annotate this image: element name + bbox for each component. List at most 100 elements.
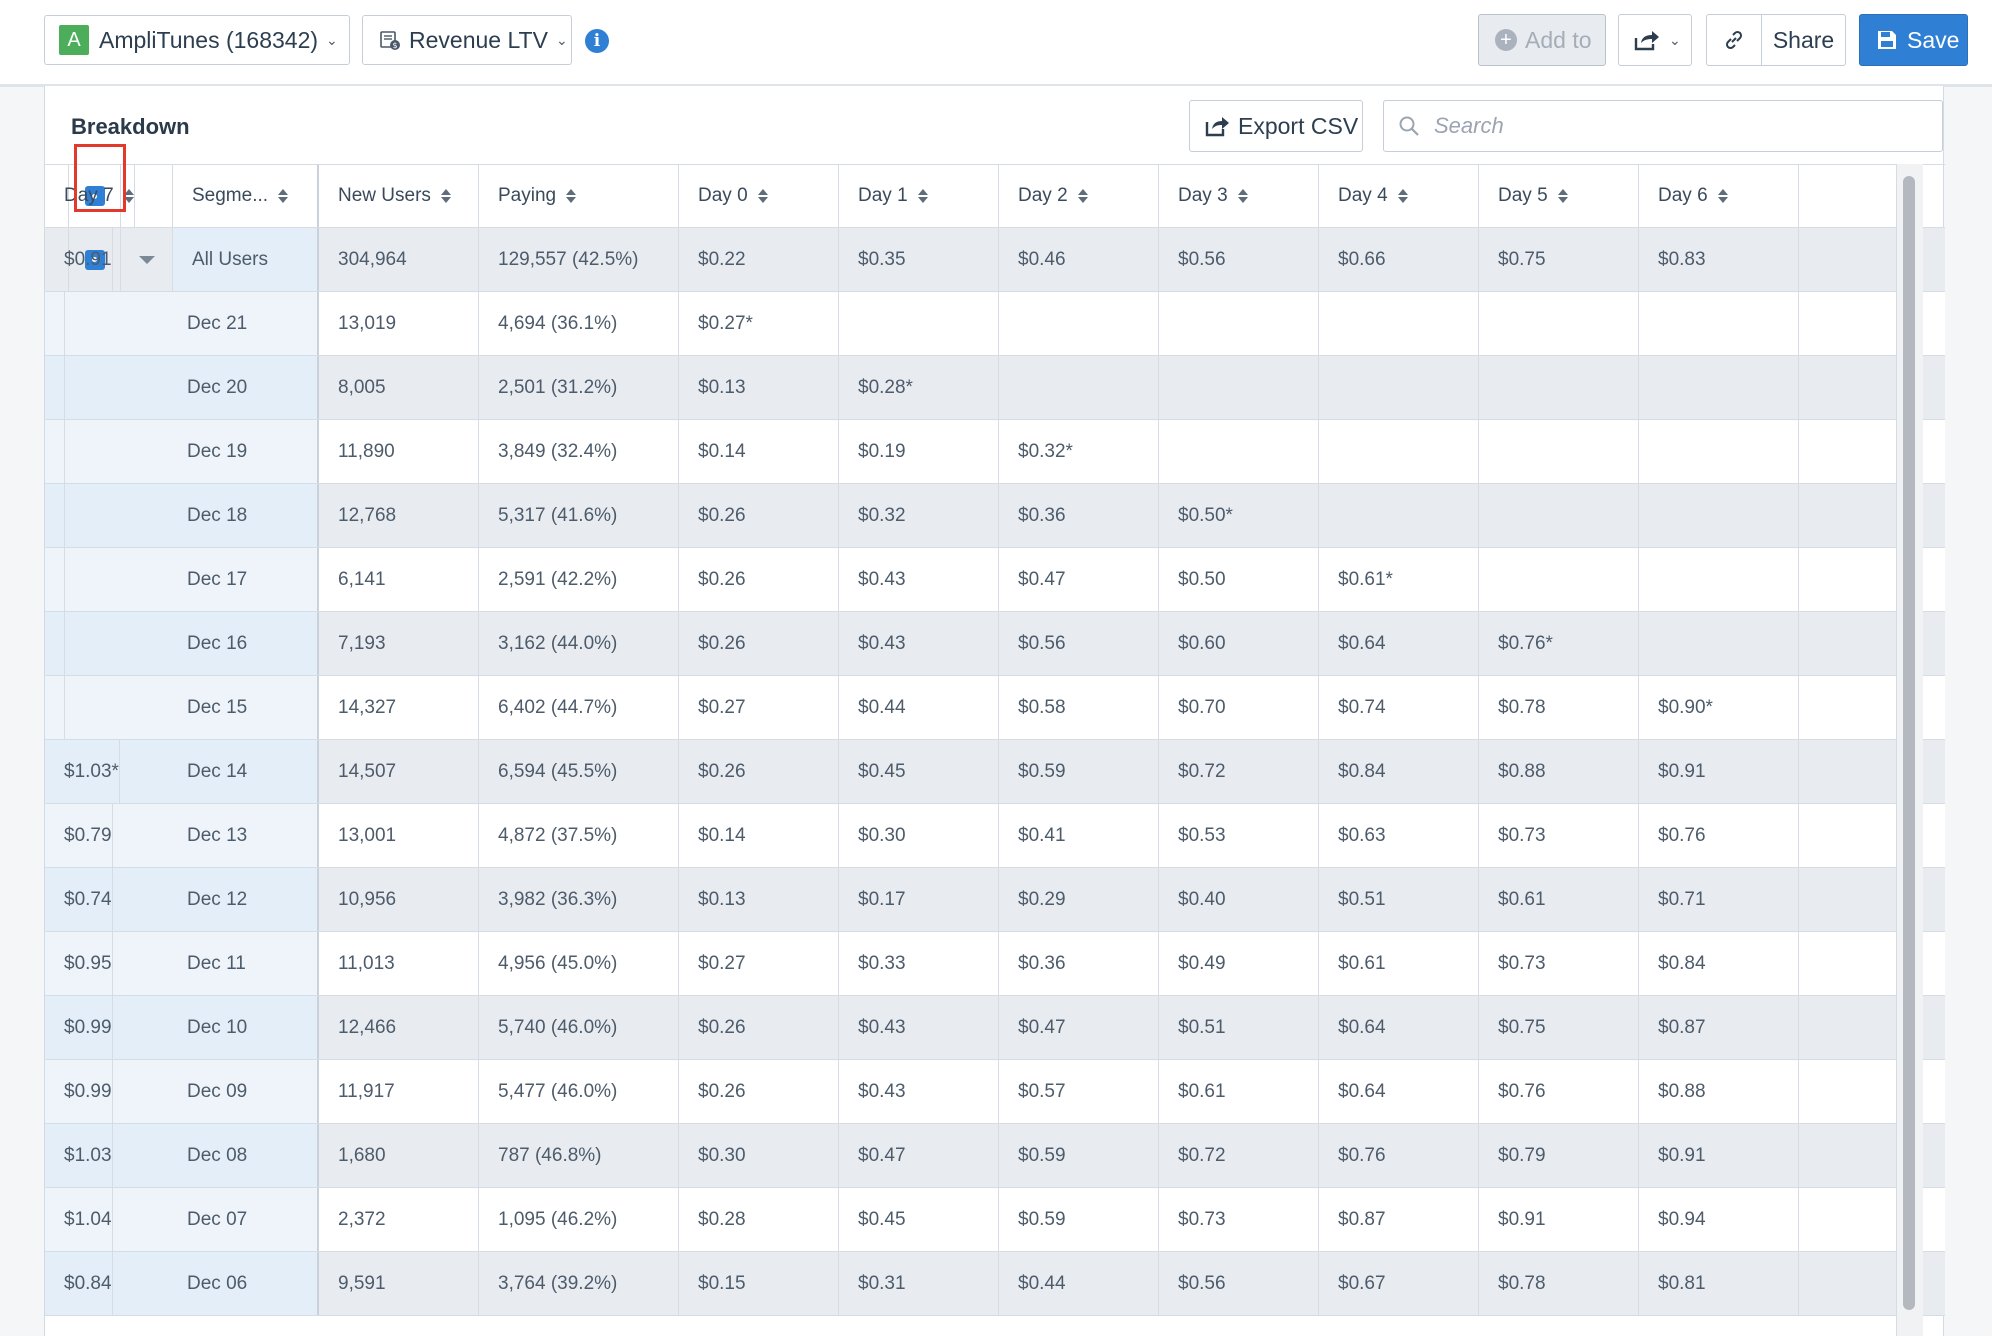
top-toolbar: A AmpliTunes (168342) ⌄ $ Revenue LTV ⌄ … [0, 0, 1992, 87]
column-header[interactable]: Day 3 [1159, 165, 1319, 227]
day-2-cell: $0.46 [999, 228, 1159, 291]
day-2-value: $0.57 [1018, 1080, 1066, 1102]
export-csv-button[interactable]: Export CSV [1189, 100, 1363, 152]
day-3-cell: $0.56 [1159, 228, 1319, 291]
new-users-cell-value: 1,680 [338, 1144, 386, 1166]
day-6-cell [1639, 292, 1799, 355]
info-icon[interactable]: i [585, 29, 609, 53]
date-label: Dec 21 [187, 312, 248, 334]
sort-down-icon [1717, 197, 1728, 203]
sort-up-icon [1557, 189, 1568, 195]
day-5-cell [1479, 292, 1639, 355]
day-3-cell: $0.51 [1159, 996, 1319, 1059]
share-menu-button[interactable]: ⌄ [1618, 14, 1692, 66]
day-7-cell [45, 356, 65, 419]
copy-link-button[interactable] [1707, 15, 1762, 65]
day-4-value: $0.64 [1338, 1080, 1386, 1102]
column-header[interactable]: New Users [319, 165, 479, 227]
day-5-cell: $0.78 [1479, 676, 1639, 739]
column-header[interactable]: Day 0 [679, 165, 839, 227]
column-header-label: Day 4 [1338, 185, 1388, 206]
search-input[interactable] [1432, 112, 1916, 140]
day-0-value: $0.15 [698, 1272, 746, 1294]
day-1-value: $0.31 [858, 1272, 906, 1294]
day-6-value: $0.91 [1658, 760, 1706, 782]
sort-down-icon [123, 197, 134, 203]
table-row: Dec 20 8,005 2,501 (31.2%) $0.13 $0.28* [45, 356, 1945, 420]
day-4-cell: $0.61 [1319, 932, 1479, 995]
column-header[interactable]: Day 2 [999, 165, 1159, 227]
day-1-value: $0.44 [858, 696, 906, 718]
paying-cell-value: 5,317 (41.6%) [498, 504, 618, 526]
day-2-cell: $0.57 [999, 1060, 1159, 1123]
day-7-value: $0.99 [64, 1080, 112, 1102]
paying-cell: 3,982 (36.3%) [479, 868, 679, 931]
chevron-down-icon: ⌄ [555, 31, 568, 48]
date-cell: Dec 10 [45, 996, 319, 1059]
day-1-value: $0.43 [858, 1080, 906, 1102]
date-label: Dec 18 [187, 504, 248, 526]
day-0-cell: $0.27 [679, 676, 839, 739]
day-2-cell: $0.41 [999, 804, 1159, 867]
day-6-cell [1639, 356, 1799, 419]
day-4-value: $0.61* [1338, 568, 1393, 590]
new-users-cell-value: 12,466 [338, 1016, 397, 1038]
column-header[interactable]: Day 1 [839, 165, 999, 227]
day-4-value: $0.67 [1338, 1272, 1386, 1294]
new-users-cell-value: 8,005 [338, 376, 386, 398]
expand-toggle-cell[interactable] [121, 228, 173, 291]
column-header[interactable]: Day 6 [1639, 165, 1799, 227]
row-checkbox[interactable] [84, 249, 105, 270]
metric-label: Revenue LTV [409, 26, 548, 53]
share-button[interactable]: Share [1762, 27, 1845, 54]
day-2-value: $0.46 [1018, 248, 1066, 270]
day-4-cell: $0.64 [1319, 612, 1479, 675]
header-select-all[interactable] [69, 165, 121, 227]
date-label: Dec 10 [187, 1016, 248, 1038]
day-0-cell: $0.26 [679, 612, 839, 675]
new-users-cell-value: 7,193 [338, 632, 386, 654]
caret-down-icon[interactable] [138, 255, 155, 264]
column-header[interactable]: Day 4 [1319, 165, 1479, 227]
share-label: Share [1772, 26, 1835, 53]
column-header[interactable]: Day 7 [45, 165, 135, 227]
day-0-value: $0.26 [698, 1016, 746, 1038]
metric-selector[interactable]: $ Revenue LTV ⌄ [362, 15, 572, 65]
sort-down-icon [566, 197, 577, 203]
table-row-summary[interactable]: All Users 304,964 129,557 (42.5%) $0.22 $0.3… [45, 228, 1945, 292]
day-5-value: $0.78 [1498, 696, 1546, 718]
row-select-cell[interactable] [69, 228, 121, 291]
day-6-cell: $0.91 [1639, 740, 1799, 803]
add-to-button[interactable]: + Add to [1478, 14, 1606, 66]
column-header[interactable]: Day 5 [1479, 165, 1639, 227]
breakdown-table: Segme... New Users Paying Day 0 Day 1 Day 2 Da… [45, 164, 1945, 1316]
save-button[interactable]: Save [1859, 14, 1968, 66]
day-6-value: $0.84 [1658, 952, 1706, 974]
date-cell: Dec 14 [45, 740, 319, 803]
column-header[interactable]: Segme... [173, 165, 319, 227]
day-3-value: $0.72 [1178, 760, 1226, 782]
column-header[interactable]: Paying [479, 165, 679, 227]
day-1-cell: $0.45 [839, 740, 999, 803]
day-2-cell: $0.56 [999, 612, 1159, 675]
search-field[interactable] [1383, 100, 1943, 152]
day-3-value: $0.61 [1178, 1080, 1226, 1102]
paying-cell-value: 3,982 (36.3%) [498, 888, 618, 910]
select-all-checkbox[interactable] [84, 186, 105, 206]
sort-up-icon [1237, 189, 1248, 195]
day-4-value: $0.51 [1338, 888, 1386, 910]
day-0-value: $0.14 [698, 440, 746, 462]
paying-cell-value: 6,594 (45.5%) [498, 760, 618, 782]
paying-cell: 4,694 (36.1%) [479, 292, 679, 355]
vertical-scrollbar[interactable] [1903, 176, 1915, 1310]
day-6-value: $0.87 [1658, 1016, 1706, 1038]
sort-up-icon [566, 189, 577, 195]
day-5-value: $0.76 [1498, 1080, 1546, 1102]
day-3-cell: $0.56 [1159, 1252, 1319, 1315]
project-selector[interactable]: A AmpliTunes (168342) ⌄ [44, 15, 350, 65]
paying-cell-value: 5,477 (46.0%) [498, 1080, 618, 1102]
new-users-cell: 6,141 [319, 548, 479, 611]
table-row: Dec 09 11,917 5,477 (46.0%) $0.26 $0.43 $0.57… [45, 1060, 1945, 1124]
day-1-value: $0.43 [858, 568, 906, 590]
day-1-cell: $0.28* [839, 356, 999, 419]
